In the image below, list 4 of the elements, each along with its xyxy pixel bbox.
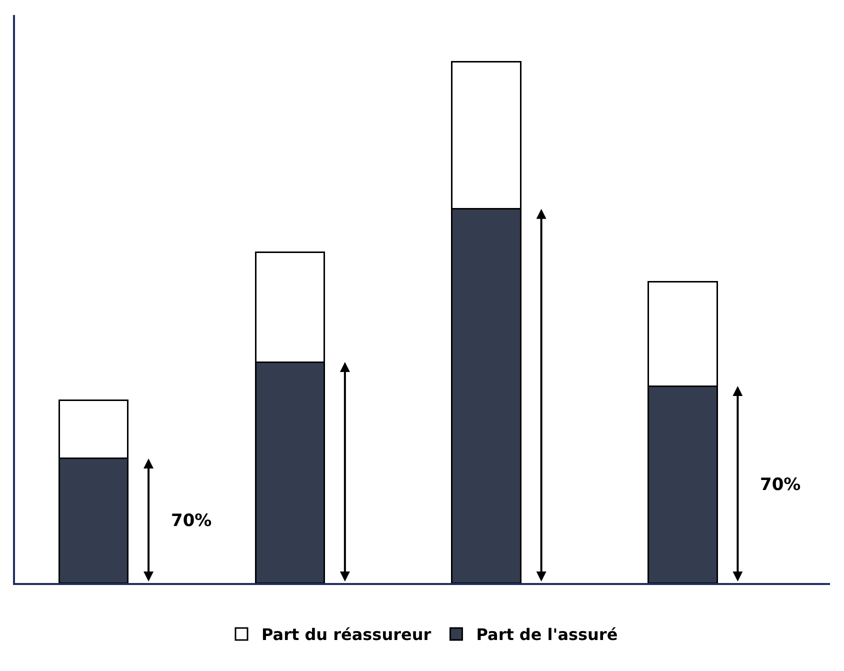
annotation: 70% (171, 511, 212, 531)
legend-label: Part du réassureur (262, 625, 432, 644)
legend-label: Part de l'assuré (476, 625, 618, 644)
annotation: 70% (760, 475, 801, 495)
